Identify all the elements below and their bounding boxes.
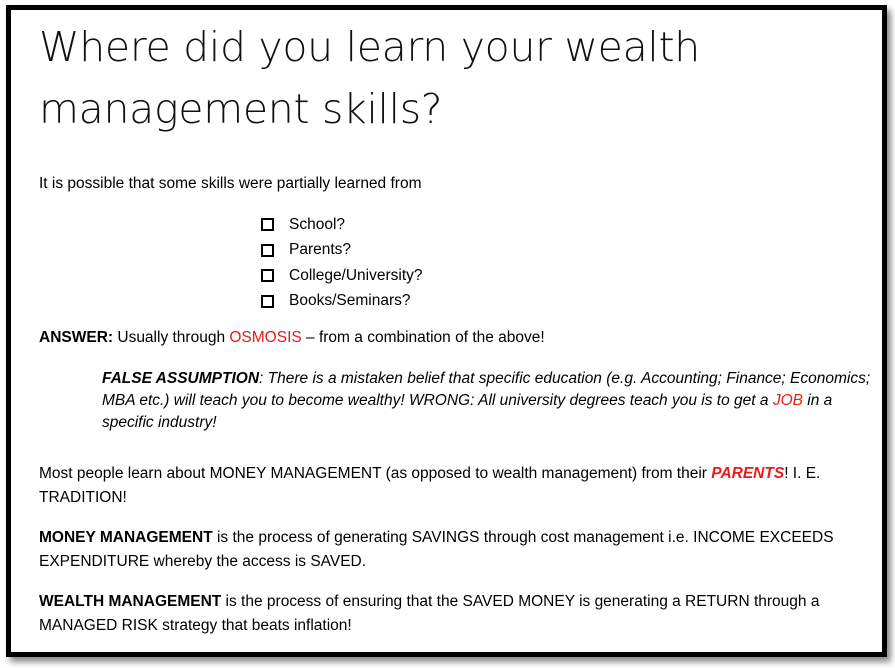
checklist-label: Parents? bbox=[289, 241, 352, 259]
checklist-item-parents[interactable]: Parents? bbox=[261, 238, 423, 264]
answer-highlight: OSMOSIS bbox=[229, 329, 302, 346]
money-source-highlight: PARENTS bbox=[711, 465, 785, 482]
checklist-label: Books/Seminars? bbox=[289, 292, 411, 310]
money-source-text: Most people learn about MONEY MANAGEMENT… bbox=[39, 465, 712, 482]
money-management-text: is the process of generating SAVINGS thr… bbox=[39, 529, 834, 570]
answer-pre: Usually through bbox=[113, 329, 230, 346]
money-source-paragraph: Most people learn about MONEY MANAGEMENT… bbox=[39, 462, 859, 510]
money-management-label: MONEY MANAGEMENT bbox=[39, 529, 213, 546]
wealth-management-paragraph: WEALTH MANAGEMENT is the process of ensu… bbox=[39, 590, 859, 638]
wealth-management-text: is the process of ensuring that the SAVE… bbox=[39, 593, 820, 634]
checklist-item-school[interactable]: School? bbox=[261, 212, 423, 238]
slide-frame: Where did you learn your wealth manageme… bbox=[6, 5, 887, 657]
wealth-management-label: WEALTH MANAGEMENT bbox=[39, 593, 222, 610]
false-assumption-label: FALSE ASSUMPTION bbox=[102, 370, 260, 387]
checkbox-icon[interactable] bbox=[261, 218, 274, 232]
page-title: Where did you learn your wealth manageme… bbox=[39, 23, 700, 133]
checklist-item-books[interactable]: Books/Seminars? bbox=[261, 289, 423, 315]
answer-label: ANSWER: bbox=[39, 329, 114, 346]
checklist-item-college[interactable]: College/University? bbox=[261, 263, 423, 289]
intro-text: It is possible that some skills were par… bbox=[39, 175, 422, 192]
false-assumption-paragraph: FALSE ASSUMPTION: There is a mistaken be… bbox=[102, 368, 872, 434]
checklist-label: School? bbox=[289, 215, 346, 233]
checkbox-icon[interactable] bbox=[261, 243, 274, 257]
answer-paragraph: ANSWER: Usually through OSMOSIS – from a… bbox=[39, 329, 545, 347]
false-assumption-highlight: JOB bbox=[772, 392, 803, 409]
checklist-label: College/University? bbox=[289, 266, 423, 284]
false-assumption-text: : There is a mistaken belief that specif… bbox=[102, 370, 871, 409]
checkbox-icon[interactable] bbox=[261, 294, 274, 308]
checkbox-icon[interactable] bbox=[261, 269, 274, 283]
answer-post: – from a combination of the above! bbox=[301, 329, 545, 346]
money-source-post: ! I. E. TRADITION! bbox=[39, 465, 821, 506]
skill-source-checklist: School? Parents? College/University? Boo… bbox=[261, 212, 423, 314]
money-management-paragraph: MONEY MANAGEMENT is the process of gener… bbox=[39, 526, 859, 574]
false-assumption-post: in a specific industry! bbox=[102, 392, 833, 431]
